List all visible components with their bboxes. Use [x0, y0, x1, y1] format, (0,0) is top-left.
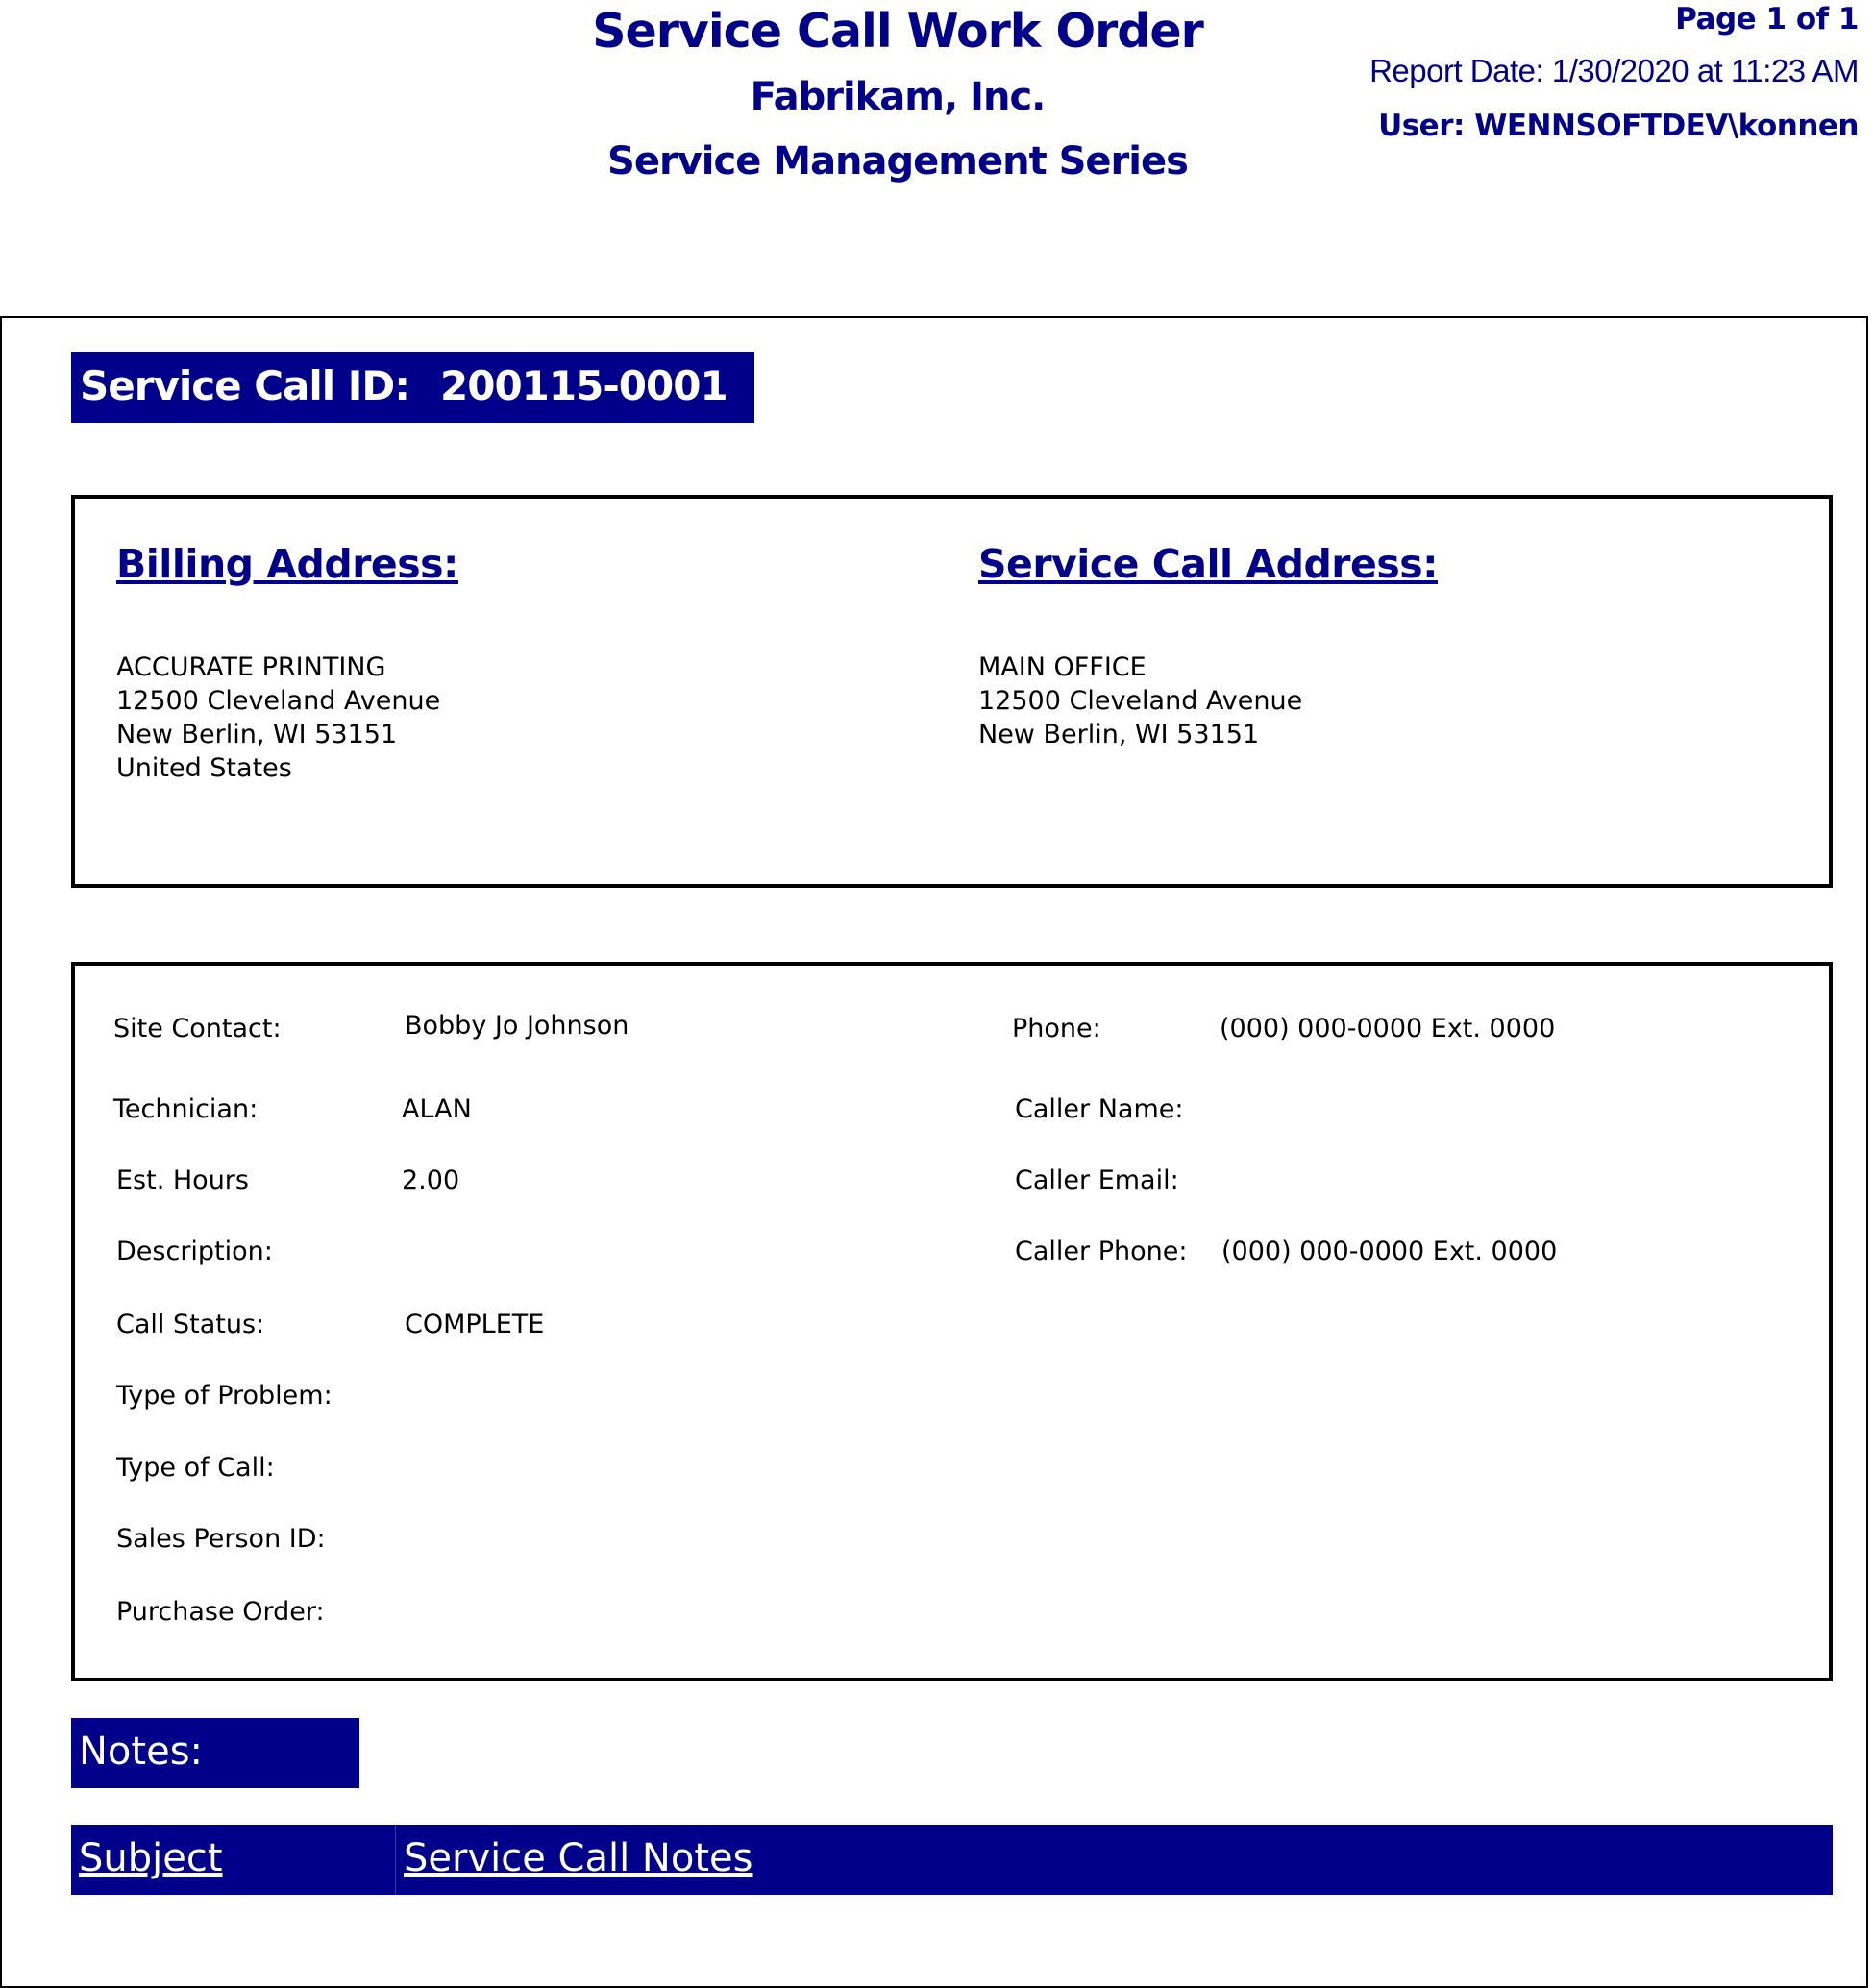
type-of-problem-label: Type of Problem:	[116, 1381, 333, 1411]
description-label: Description:	[116, 1237, 273, 1266]
notes-banner: Notes:	[71, 1718, 359, 1788]
technician-value: ALAN	[402, 1094, 472, 1124]
column-divider	[395, 1825, 396, 1895]
billing-address-line: New Berlin, WI 53151	[116, 720, 398, 749]
billing-address-line: United States	[116, 753, 292, 783]
service-address-heading: Service Call Address:	[978, 541, 1439, 587]
address-box: Billing Address: ACCURATE PRINTING 12500…	[71, 495, 1833, 888]
purchase-order-label: Purchase Order:	[116, 1597, 325, 1627]
phone-value: (000) 000-0000 Ext. 0000	[1220, 1014, 1556, 1043]
column-header-subject[interactable]: Subject	[79, 1836, 223, 1880]
type-of-call-label: Type of Call:	[116, 1453, 275, 1483]
details-box: Site Contact: Bobby Jo Johnson Technicia…	[71, 962, 1833, 1681]
service-call-id-value: 200115-0001	[440, 362, 728, 409]
billing-address-line: 12500 Cleveland Avenue	[116, 686, 441, 716]
report-user: User: WENNSOFTDEV\konnen	[1378, 109, 1859, 143]
service-address-line: 12500 Cleveland Avenue	[978, 686, 1303, 716]
company-name: Fabrikam, Inc.	[750, 75, 1047, 119]
est-hours-label: Est. Hours	[116, 1166, 249, 1195]
caller-phone-label: Caller Phone:	[1015, 1237, 1188, 1266]
caller-phone-value: (000) 000-0000 Ext. 0000	[1221, 1237, 1558, 1266]
report-date: Report Date: 1/30/2020 at 11:23 AM	[1369, 53, 1859, 88]
page-number: Page 1 of 1	[1675, 2, 1859, 37]
service-call-id-banner: Service Call ID: 200115-0001	[71, 352, 754, 423]
service-call-id-label: Service Call ID:	[80, 362, 410, 409]
sales-person-id-label: Sales Person ID:	[116, 1524, 326, 1554]
caller-email-label: Caller Email:	[1015, 1166, 1179, 1195]
service-address-line: New Berlin, WI 53151	[978, 720, 1260, 749]
site-contact-label: Site Contact:	[113, 1014, 282, 1043]
billing-address-heading: Billing Address:	[116, 541, 458, 587]
caller-name-label: Caller Name:	[1015, 1094, 1184, 1124]
site-contact-value: Bobby Jo Johnson	[405, 1011, 629, 1041]
notes-label: Notes:	[79, 1730, 204, 1774]
billing-address-line: ACCURATE PRINTING	[116, 652, 386, 682]
column-header-service-call-notes[interactable]: Service Call Notes	[404, 1836, 753, 1880]
report-title: Service Call Work Order	[592, 4, 1204, 59]
est-hours-value: 2.00	[402, 1166, 460, 1195]
service-address: MAIN OFFICE 12500 Cleveland Avenue New B…	[978, 650, 1302, 751]
billing-address: ACCURATE PRINTING 12500 Cleveland Avenue…	[116, 650, 440, 785]
call-status-label: Call Status:	[116, 1310, 265, 1339]
call-status-value: COMPLETE	[405, 1310, 545, 1339]
phone-label: Phone:	[1012, 1014, 1101, 1043]
service-address-line: MAIN OFFICE	[978, 652, 1147, 682]
notes-table-header: Subject Service Call Notes	[71, 1825, 1833, 1895]
series-name: Service Management Series	[607, 139, 1189, 184]
technician-label: Technician:	[113, 1094, 259, 1124]
